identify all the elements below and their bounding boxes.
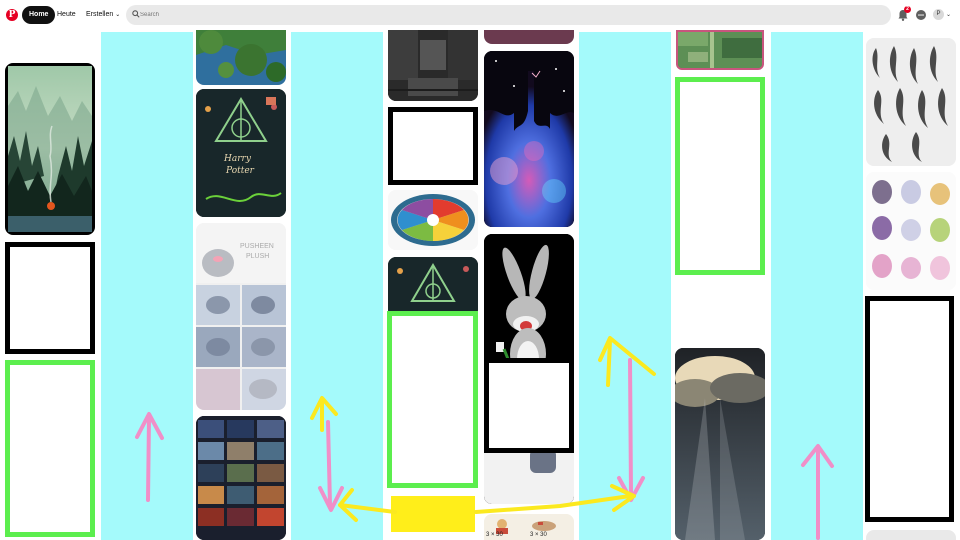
galaxy-drip-image (484, 51, 574, 227)
pink-double-arrow-right (617, 358, 645, 502)
notification-badge: 2 (904, 6, 911, 13)
tab-home[interactable]: Home (22, 6, 56, 24)
plush-craft-image (484, 514, 574, 540)
harry-potter-small-image (388, 257, 478, 317)
sunbeam-clouds-image (675, 348, 765, 540)
harry-potter-poster-pin[interactable]: Harry Potter (196, 89, 286, 217)
placeholder-box-black-4 (865, 296, 954, 522)
svg-text:Potter: Potter (225, 166, 255, 176)
pink-double-arrow-left (318, 420, 344, 512)
highlight-column-2 (291, 32, 383, 540)
pusheen-plush-tutorial-image: PUSHEEN PLUSH (196, 223, 286, 410)
placeholder-box-black-3 (484, 358, 574, 453)
color-wheel-pin[interactable] (388, 190, 478, 250)
account-chevron-icon[interactable]: ⌄ (946, 12, 952, 18)
coastal-trees-image (196, 30, 286, 85)
color-wheel-image (388, 190, 478, 250)
dark-interior-image (388, 30, 478, 101)
harry-potter-small-pin[interactable] (388, 257, 478, 317)
svg-text:PLUSH: PLUSH (246, 253, 269, 260)
pusheen-plush-tutorial-pin[interactable]: PUSHEEN PLUSH (196, 223, 286, 410)
placeholder-box-black-2 (388, 107, 478, 185)
yellow-up-arrow-left (310, 396, 338, 432)
pink-up-arrow-1 (135, 412, 164, 502)
pin-partial-bottom[interactable] (866, 530, 956, 540)
cute-creatures-pin[interactable] (866, 172, 956, 290)
placeholder-box-black-1 (5, 242, 95, 354)
search-input[interactable] (140, 8, 880, 22)
messages-icon[interactable] (914, 8, 928, 22)
chevron-down-icon: ⌄ (115, 12, 121, 18)
svg-text:Harry: Harry (223, 154, 252, 164)
pixel-map-pin[interactable] (676, 30, 764, 70)
sunbeam-clouds-pin[interactable] (675, 348, 765, 540)
avatar[interactable]: P (933, 9, 944, 20)
feather-brushes-image (866, 38, 956, 166)
feather-brushes-pin[interactable] (866, 38, 956, 166)
search-icon (132, 10, 140, 18)
dark-interior-pin[interactable] (388, 30, 478, 101)
plush-craft-pin[interactable]: 3 × 30 3 × 30 (484, 514, 574, 540)
pink-up-arrow-2 (801, 444, 834, 540)
pixel-forest-fire-pin[interactable] (5, 63, 95, 235)
placeholder-box-yellow (391, 496, 475, 532)
plush-craft-size-label-2: 3 × 30 (530, 532, 547, 538)
coastal-trees-pin[interactable] (196, 30, 286, 85)
placeholder-box-green-1 (5, 360, 95, 537)
purple-pin-top[interactable] (484, 30, 574, 44)
search-bar[interactable] (126, 5, 891, 25)
harry-potter-poster-image: Harry Potter (196, 89, 286, 217)
yellow-connector-arrow (338, 484, 636, 522)
sky-landscapes-grid-pin[interactable] (196, 416, 286, 540)
tab-create[interactable]: Erstellen ⌄ (86, 6, 120, 24)
svg-text:PUSHEEN: PUSHEEN (240, 243, 274, 250)
pixel-map-image (678, 32, 762, 68)
pixel-forest-fire-image (8, 66, 92, 232)
sky-landscapes-grid-image (196, 416, 286, 540)
highlight-column-3 (579, 32, 671, 540)
placeholder-box-green-2 (387, 311, 478, 488)
tab-today[interactable]: Heute (57, 11, 76, 18)
galaxy-drip-pin[interactable] (484, 51, 574, 227)
top-navigation-bar: P Home Heute Erstellen⌄ 2 P ⌄ (0, 0, 960, 30)
pinterest-logo-icon[interactable]: P (6, 9, 18, 21)
cute-creatures-image (866, 172, 956, 290)
plush-craft-size-label-1: 3 × 30 (486, 532, 503, 538)
tab-create-label: Erstellen (86, 11, 114, 18)
placeholder-box-green-3 (675, 77, 765, 275)
yellow-up-arrow-right (598, 336, 656, 387)
